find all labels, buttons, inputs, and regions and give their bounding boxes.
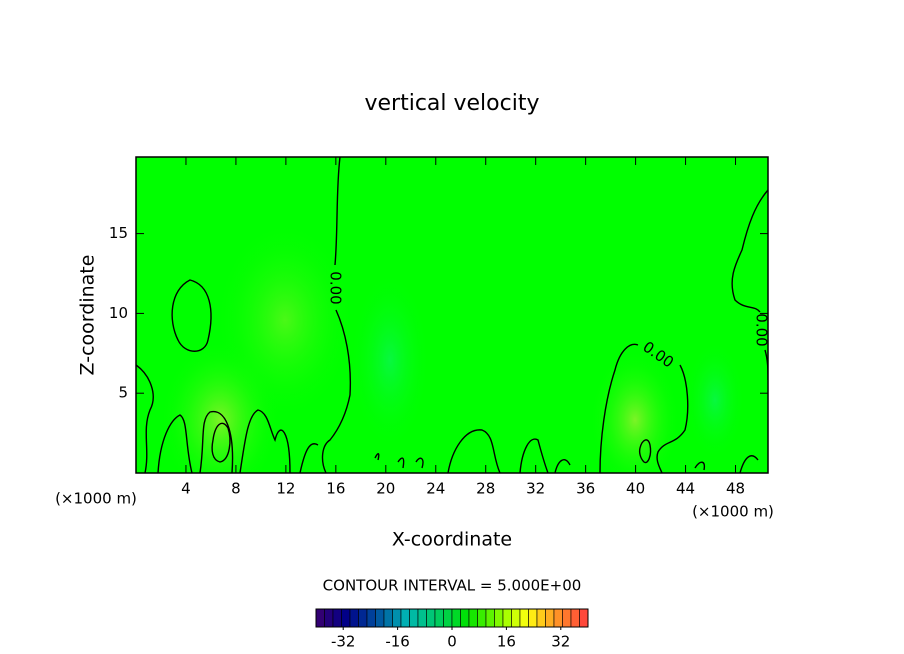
colorbar-cell — [366, 608, 376, 628]
x-tick-label: 48 — [726, 480, 745, 498]
colorbar-cell — [570, 608, 580, 628]
contours — [136, 157, 768, 473]
colorbar-cell — [417, 608, 427, 628]
x-tick-label: 20 — [376, 480, 395, 498]
colorbar-cell — [400, 608, 410, 628]
colorbar-tick-label: 16 — [497, 633, 516, 651]
x-tick-label: 40 — [626, 480, 645, 498]
x-unit: (×1000 m) — [692, 503, 774, 521]
colorbar-cell — [332, 608, 342, 628]
colorbar-cell — [409, 608, 419, 628]
colorbar-cell — [553, 608, 563, 628]
contour-line — [599, 343, 689, 473]
colorbar-cell — [451, 608, 461, 628]
contour-label: 0.00 — [753, 313, 771, 346]
contour-line — [211, 422, 231, 463]
colorbar-cell — [528, 608, 538, 628]
x-tick-label: 24 — [426, 480, 445, 498]
colorbar-cell — [324, 608, 334, 628]
colorbar-cell — [392, 608, 402, 628]
colorbar-cell — [315, 608, 325, 628]
x-tick-label: 12 — [276, 480, 295, 498]
colorbar-tick-label: 32 — [551, 633, 570, 651]
y-unit: (×1000 m) — [55, 490, 137, 508]
colorbar-cell — [519, 608, 529, 628]
colorbar-cell — [545, 608, 555, 628]
colorbar-tick-label: -32 — [331, 633, 356, 651]
colorbar-cell — [375, 608, 385, 628]
contour-line — [136, 364, 319, 473]
colorbar-cell — [460, 608, 470, 628]
x-tick-label: 36 — [576, 480, 595, 498]
x-tick-label: 16 — [326, 480, 345, 498]
colorbar-cell — [443, 608, 453, 628]
contour-label: 0.00 — [327, 271, 345, 304]
y-tick-label: 5 — [118, 384, 128, 402]
colorbar-cell — [434, 608, 444, 628]
x-tick-label: 8 — [231, 480, 241, 498]
colorbar-cell — [485, 608, 495, 628]
contour-line — [638, 439, 652, 464]
colorbar-cell — [536, 608, 546, 628]
contour-line — [171, 279, 212, 352]
colorbar-tick-label: 0 — [447, 633, 457, 651]
colorbar-cell — [468, 608, 478, 628]
colorbar-cell — [383, 608, 393, 628]
colorbar-cell — [358, 608, 368, 628]
chart-title: vertical velocity — [364, 91, 539, 116]
contour-line — [374, 453, 759, 473]
contour-line — [447, 429, 571, 473]
contour-line — [321, 157, 352, 473]
colorbar-cell — [511, 608, 521, 628]
colorbar-tick-label: -16 — [385, 633, 410, 651]
colorbar-cell — [562, 608, 572, 628]
x-tick-label: 32 — [526, 480, 545, 498]
colorbar-cell — [341, 608, 351, 628]
plot-frame — [135, 156, 769, 474]
colorbar-cell — [494, 608, 504, 628]
colorbar-cell — [579, 608, 589, 628]
y-tick-label: 15 — [109, 224, 128, 242]
x-axis-label: X-coordinate — [392, 529, 512, 551]
colorbar-cell — [477, 608, 487, 628]
x-tick-label: 4 — [181, 480, 191, 498]
colorbar-cell — [349, 608, 359, 628]
contour-interval: CONTOUR INTERVAL = 5.000E+00 — [323, 577, 582, 595]
colorbar-cell — [502, 608, 512, 628]
x-tick-label: 44 — [676, 480, 695, 498]
y-tick-label: 10 — [109, 304, 128, 322]
colorbar-cell — [426, 608, 436, 628]
y-axis-label: Z-coordinate — [77, 255, 99, 376]
field-shading — [160, 220, 745, 473]
x-tick-label: 28 — [476, 480, 495, 498]
